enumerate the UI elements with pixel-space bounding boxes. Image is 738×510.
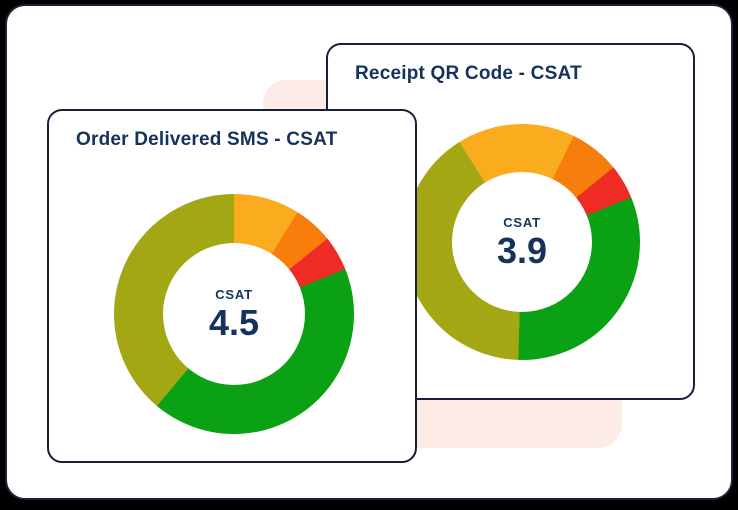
donut-hole: CSAT 4.5 [163, 243, 305, 385]
csat-center-label: CSAT [503, 214, 541, 230]
donut-hole: CSAT 3.9 [452, 172, 592, 312]
csat-center-value: 3.9 [496, 229, 548, 271]
card-receipt-qr-code: Receipt QR Code - CSAT CSAT 3.9 [326, 43, 695, 400]
card-title-receipt-qr-code: Receipt QR Code - CSAT [355, 63, 582, 84]
donut-chart-receipt-qr-code[interactable]: CSAT 3.9 [404, 124, 640, 360]
csat-center-value: 4.5 [208, 301, 260, 343]
card-title-order-delivered-sms: Order Delivered SMS - CSAT [76, 129, 338, 150]
donut-chart-order-delivered-sms[interactable]: CSAT 4.5 [114, 194, 354, 434]
csat-center-label: CSAT [215, 286, 253, 302]
card-order-delivered-sms: Order Delivered SMS - CSAT CSAT 4.5 [47, 109, 417, 463]
